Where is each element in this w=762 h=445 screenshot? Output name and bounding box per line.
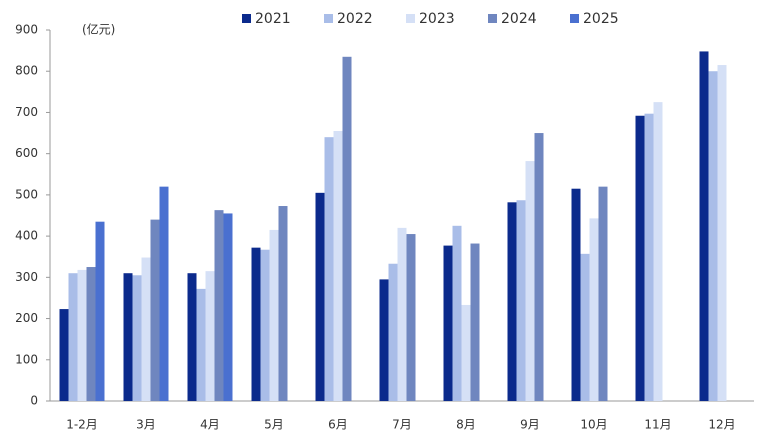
bar xyxy=(388,263,398,401)
y-tick-label: 900 xyxy=(15,23,38,37)
bar xyxy=(196,288,206,401)
legend-swatch xyxy=(570,14,579,23)
y-tick-label: 400 xyxy=(15,229,38,243)
bar xyxy=(123,273,133,401)
bar xyxy=(717,65,727,402)
bar xyxy=(653,102,663,401)
y-tick-label: 700 xyxy=(15,105,38,119)
bar xyxy=(187,273,197,401)
x-tick-label: 11月 xyxy=(644,418,671,432)
y-tick-label: 200 xyxy=(15,311,38,325)
bar xyxy=(571,188,581,401)
bar xyxy=(443,245,453,401)
bar xyxy=(269,229,279,401)
bar xyxy=(534,133,544,402)
bar xyxy=(251,247,261,401)
legend-label: 2024 xyxy=(501,11,537,27)
bar xyxy=(406,234,416,401)
x-tick-label: 5月 xyxy=(264,418,284,432)
legend-swatch xyxy=(242,14,251,23)
bar xyxy=(141,257,151,401)
bar xyxy=(205,271,215,401)
bar xyxy=(525,161,535,401)
x-tick-label: 8月 xyxy=(456,418,476,432)
bar xyxy=(598,186,608,401)
bar xyxy=(150,219,160,401)
bar xyxy=(379,279,389,401)
legend-swatch xyxy=(406,14,415,23)
x-tick-label: 6月 xyxy=(328,418,348,432)
x-tick-label: 3月 xyxy=(136,418,156,432)
bar xyxy=(708,71,718,401)
bar xyxy=(635,115,645,402)
bar xyxy=(589,218,599,401)
bar xyxy=(223,213,233,401)
legend-label: 2021 xyxy=(255,11,291,27)
legend-label: 2023 xyxy=(419,11,455,27)
bar xyxy=(461,304,471,401)
y-tick-label: 500 xyxy=(15,187,38,201)
y-tick-label: 100 xyxy=(15,352,38,366)
bar xyxy=(699,51,709,402)
bar xyxy=(77,269,87,401)
x-tick-label: 7月 xyxy=(392,418,412,432)
legend-label: 2022 xyxy=(337,11,373,27)
bar xyxy=(397,227,407,401)
bar xyxy=(342,56,352,402)
bar xyxy=(260,249,270,401)
bar xyxy=(95,221,105,401)
legend-label: 2025 xyxy=(583,11,619,27)
bar xyxy=(452,225,462,401)
bar xyxy=(214,210,224,401)
bar xyxy=(159,186,169,401)
bar xyxy=(333,130,343,401)
bar xyxy=(470,243,480,401)
x-tick-label: 12月 xyxy=(708,418,735,432)
x-tick-label: 10月 xyxy=(580,418,607,432)
legend-swatch xyxy=(488,14,497,23)
bar xyxy=(507,202,517,401)
bar xyxy=(68,273,78,401)
bar xyxy=(315,192,325,401)
bar xyxy=(580,253,590,401)
x-tick-label: 4月 xyxy=(200,418,220,432)
y-axis-label: (亿元) xyxy=(82,22,115,37)
y-tick-label: 0 xyxy=(30,394,38,408)
bar xyxy=(324,137,334,401)
bar xyxy=(132,275,142,401)
y-tick-label: 800 xyxy=(15,64,38,78)
bar xyxy=(516,200,526,401)
bar xyxy=(86,267,96,401)
bar xyxy=(59,309,69,401)
bar xyxy=(278,206,288,401)
x-tick-label: 1-2月 xyxy=(66,418,98,432)
y-tick-label: 300 xyxy=(15,270,38,284)
bar xyxy=(644,113,654,401)
legend-swatch xyxy=(324,14,333,23)
y-tick-label: 600 xyxy=(15,146,38,160)
x-tick-label: 9月 xyxy=(520,418,540,432)
